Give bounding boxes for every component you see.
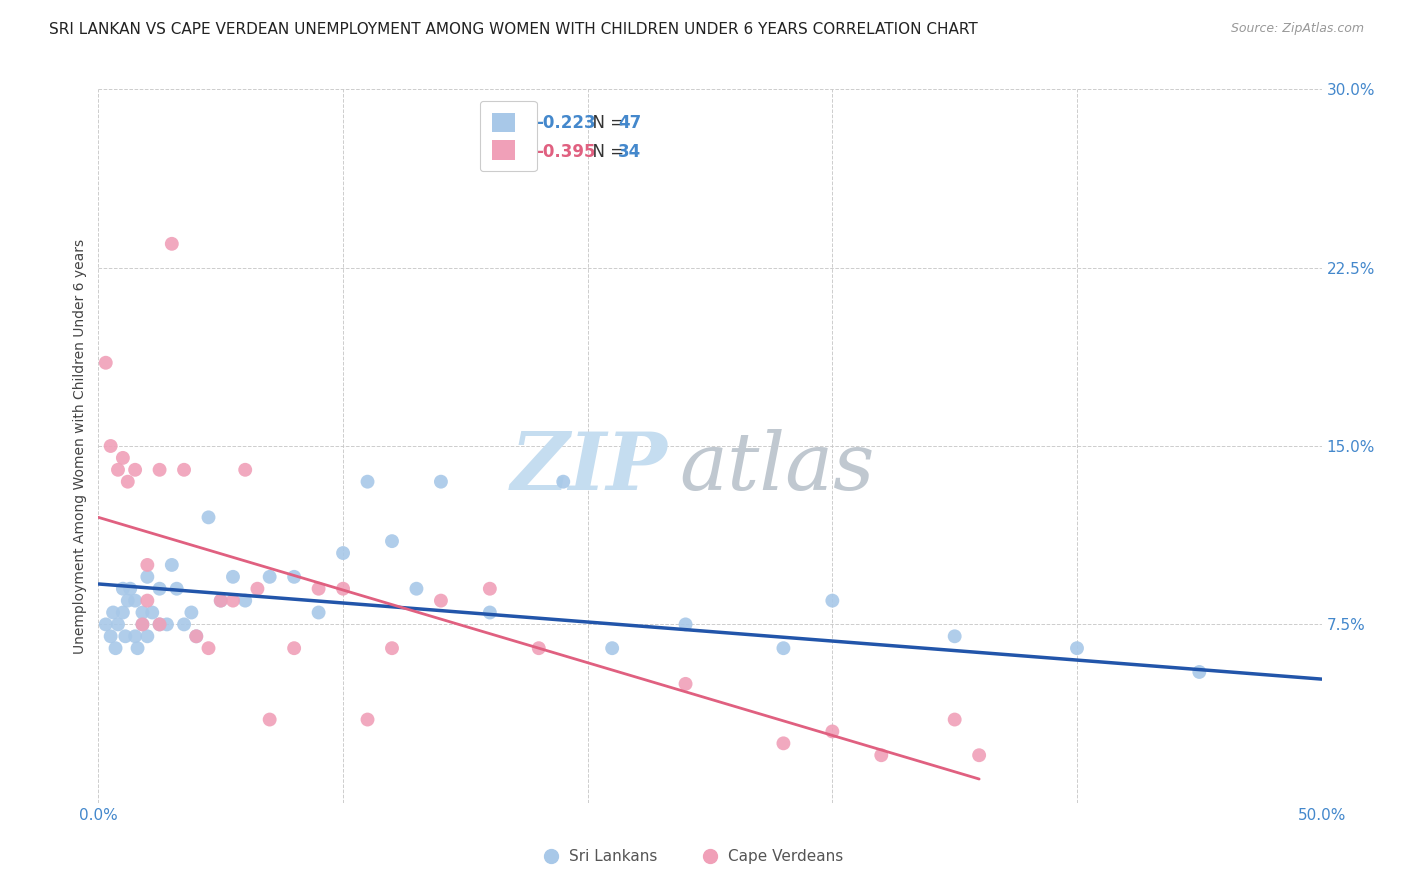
Point — [381, 534, 404, 549]
Point — [117, 593, 139, 607]
Point — [111, 450, 134, 465]
Text: N =: N = — [582, 143, 628, 161]
Point — [967, 748, 990, 763]
Point — [478, 606, 501, 620]
Point — [356, 475, 378, 489]
Point — [141, 606, 163, 620]
Point — [821, 724, 844, 739]
Point — [821, 593, 844, 607]
Point — [772, 736, 794, 750]
Text: -0.395: -0.395 — [536, 143, 596, 161]
Point — [675, 677, 697, 691]
Point — [222, 593, 245, 607]
Point — [131, 617, 153, 632]
Point — [870, 748, 893, 763]
Point — [943, 713, 966, 727]
Point — [332, 546, 354, 560]
Text: Cape Verdeans: Cape Verdeans — [728, 849, 844, 863]
Text: 34: 34 — [619, 143, 641, 161]
Point — [405, 582, 427, 596]
Point — [233, 593, 256, 607]
Point — [173, 463, 195, 477]
Point — [149, 582, 172, 596]
Point — [430, 593, 453, 607]
Point — [124, 463, 146, 477]
Point — [107, 617, 129, 632]
Point — [772, 641, 794, 656]
Point — [197, 510, 219, 524]
Text: ZIP: ZIP — [510, 429, 668, 506]
Point — [209, 593, 232, 607]
Point — [124, 593, 146, 607]
Point — [114, 629, 136, 643]
Point — [186, 629, 208, 643]
Point — [156, 617, 179, 632]
Point — [149, 463, 172, 477]
Point — [233, 463, 256, 477]
Point — [131, 606, 153, 620]
Point — [180, 606, 202, 620]
Point — [149, 617, 172, 632]
Point — [197, 641, 219, 656]
Point — [94, 617, 117, 632]
Point — [166, 582, 188, 596]
Text: R =: R = — [496, 114, 531, 132]
Text: R =: R = — [496, 143, 531, 161]
Text: Source: ZipAtlas.com: Source: ZipAtlas.com — [1230, 22, 1364, 36]
Point — [124, 629, 146, 643]
Point — [308, 606, 330, 620]
Point — [136, 629, 159, 643]
Point — [149, 617, 172, 632]
Point — [136, 593, 159, 607]
Text: atlas: atlas — [679, 429, 875, 506]
Point — [107, 463, 129, 477]
Point — [111, 606, 134, 620]
Point — [120, 582, 142, 596]
Text: -0.223: -0.223 — [536, 114, 596, 132]
Point — [94, 356, 117, 370]
Point — [259, 570, 281, 584]
Point — [127, 641, 149, 656]
Point — [283, 570, 305, 584]
Point — [430, 475, 453, 489]
Point — [131, 617, 153, 632]
Point — [332, 582, 354, 596]
Point — [160, 558, 183, 572]
Point — [136, 570, 159, 584]
Point — [1188, 665, 1211, 679]
Point — [136, 558, 159, 572]
Point — [308, 582, 330, 596]
Text: 47: 47 — [619, 114, 641, 132]
Point — [209, 593, 232, 607]
Point — [381, 641, 404, 656]
Point — [100, 629, 122, 643]
Point — [222, 570, 245, 584]
Point — [283, 641, 305, 656]
Text: SRI LANKAN VS CAPE VERDEAN UNEMPLOYMENT AMONG WOMEN WITH CHILDREN UNDER 6 YEARS : SRI LANKAN VS CAPE VERDEAN UNEMPLOYMENT … — [49, 22, 979, 37]
Point — [117, 475, 139, 489]
Point — [100, 439, 122, 453]
Text: Sri Lankans: Sri Lankans — [569, 849, 658, 863]
Point — [104, 641, 127, 656]
Point — [1066, 641, 1088, 656]
Point — [600, 641, 623, 656]
Point — [186, 629, 208, 643]
Point — [246, 582, 269, 596]
Text: N =: N = — [582, 114, 628, 132]
Point — [478, 582, 501, 596]
Point — [553, 475, 575, 489]
Point — [160, 236, 183, 251]
Y-axis label: Unemployment Among Women with Children Under 6 years: Unemployment Among Women with Children U… — [73, 238, 87, 654]
Legend: , : , — [479, 101, 537, 171]
Point — [356, 713, 378, 727]
Point — [259, 713, 281, 727]
Point — [111, 582, 134, 596]
Point — [675, 617, 697, 632]
Point — [173, 617, 195, 632]
Point — [943, 629, 966, 643]
Point — [527, 641, 550, 656]
Point — [101, 606, 124, 620]
